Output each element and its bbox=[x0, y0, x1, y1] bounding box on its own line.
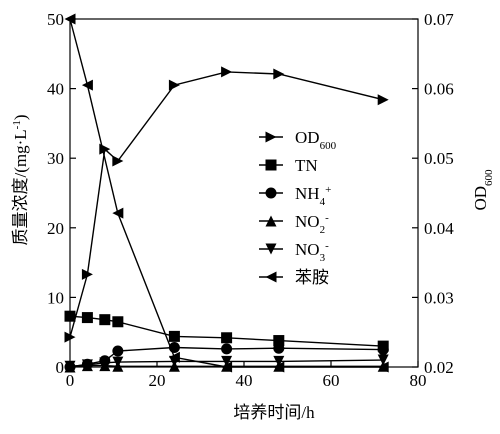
legend-label-superscript: + bbox=[325, 184, 331, 196]
legend-label: TN bbox=[295, 156, 318, 175]
legend-label-subscript: 2 bbox=[320, 224, 326, 236]
series-6-point bbox=[168, 351, 180, 363]
plot-border bbox=[69, 18, 419, 368]
series-1-point bbox=[273, 68, 285, 80]
right-axis-ticks: 0.02 0.03 0.04 0.05 0.06 0.07 bbox=[412, 10, 454, 377]
series-3-point bbox=[377, 344, 389, 356]
left-tick-label: 40 bbox=[47, 80, 64, 99]
series-1-point bbox=[64, 331, 76, 343]
series-2-point bbox=[81, 312, 93, 324]
series-6-point bbox=[81, 79, 93, 91]
series-1-point bbox=[81, 268, 93, 280]
legend-label-main: NO bbox=[295, 240, 320, 259]
series-6-point bbox=[112, 207, 124, 219]
series-6-point bbox=[64, 13, 76, 25]
series-5-point bbox=[377, 354, 389, 366]
right-axis-label: OD600 bbox=[471, 169, 495, 211]
legend-item: NO3- bbox=[259, 240, 329, 264]
legend-label-main: OD bbox=[295, 128, 320, 147]
series-6-point bbox=[377, 361, 389, 373]
left-tick-label: 20 bbox=[47, 219, 64, 238]
series-3-point bbox=[221, 343, 233, 355]
legend-label: NO3- bbox=[295, 240, 329, 264]
legend-label-main: NO bbox=[295, 212, 320, 231]
series-1-line bbox=[69, 71, 384, 338]
x-tick-label: 80 bbox=[410, 371, 427, 390]
series-2-point bbox=[273, 335, 285, 347]
x-axis-label: 培养时间/h bbox=[233, 403, 315, 422]
legend-marker bbox=[265, 187, 277, 199]
left-tick-label: 30 bbox=[47, 149, 64, 168]
x-tick-label: 0 bbox=[66, 371, 75, 390]
series-2-point bbox=[168, 330, 180, 342]
legend-item: TN bbox=[259, 156, 318, 175]
left-tick-label: 10 bbox=[47, 288, 64, 307]
x-tick-label: 20 bbox=[149, 371, 166, 390]
legend-label-subscript: 600 bbox=[320, 140, 337, 152]
right-tick-label: 0.07 bbox=[424, 10, 454, 29]
legend-marker bbox=[265, 159, 277, 171]
legend-label: OD600 bbox=[295, 128, 337, 152]
legend-marker bbox=[265, 243, 277, 255]
right-axis-label-subscript: 600 bbox=[483, 169, 495, 186]
series-1-point bbox=[221, 66, 233, 78]
left-tick-label: 50 bbox=[47, 10, 64, 29]
legend-label: 苯胺 bbox=[295, 268, 329, 287]
legend-marker bbox=[265, 131, 277, 143]
legend-item: OD600 bbox=[259, 128, 337, 152]
legend-label-subscript: 4 bbox=[320, 196, 326, 208]
legend-item: 苯胺 bbox=[259, 268, 329, 287]
right-tick-label: 0.04 bbox=[424, 219, 454, 238]
legend-label: NO2- bbox=[295, 212, 329, 236]
legend-label-superscript: - bbox=[325, 212, 329, 224]
series-2-point bbox=[99, 314, 111, 326]
legend-label: NH4+ bbox=[295, 184, 331, 208]
series-1-point bbox=[168, 79, 180, 91]
left-axis-label-close: ) bbox=[11, 115, 30, 121]
legend-label-subscript: 3 bbox=[320, 252, 326, 264]
series-5-point bbox=[81, 359, 93, 371]
legend-label-main: NH bbox=[295, 184, 320, 203]
legend-item: NH4+ bbox=[259, 184, 331, 208]
series-2-point bbox=[64, 310, 76, 322]
series-3-point bbox=[168, 342, 180, 354]
series-points bbox=[64, 13, 389, 373]
left-axis-label-exponent: -1 bbox=[11, 120, 23, 129]
left-axis-label-main: 质量浓度/(mg·L bbox=[11, 129, 30, 245]
series-3-point bbox=[112, 345, 124, 357]
left-axis-ticks: 0 10 20 30 40 50 bbox=[47, 10, 76, 377]
legend-item: NO2- bbox=[259, 212, 329, 236]
right-tick-label: 0.02 bbox=[424, 358, 454, 377]
series-5-point bbox=[273, 355, 285, 367]
series-6-point bbox=[221, 361, 233, 373]
series-5-point bbox=[64, 360, 76, 372]
series-1-point bbox=[99, 143, 111, 155]
right-tick-label: 0.06 bbox=[424, 80, 454, 99]
series-2-point bbox=[112, 316, 124, 328]
x-tick-label: 40 bbox=[236, 371, 253, 390]
series-3-point bbox=[273, 342, 285, 354]
series-5-point bbox=[112, 356, 124, 368]
legend-label-main: TN bbox=[295, 156, 318, 175]
right-tick-label: 0.05 bbox=[424, 149, 454, 168]
left-axis-label: 质量浓度/(mg·L-1) bbox=[11, 115, 30, 246]
plot-frame bbox=[69, 18, 419, 368]
series-1-point bbox=[112, 155, 124, 167]
series-6-point bbox=[273, 361, 285, 373]
x-tick-label: 60 bbox=[323, 371, 340, 390]
right-tick-label: 0.03 bbox=[424, 288, 454, 307]
series-5-point bbox=[99, 357, 111, 369]
right-axis-label-main: OD bbox=[471, 186, 490, 211]
legend-marker bbox=[265, 271, 277, 283]
legend-label-main: 苯胺 bbox=[295, 268, 329, 287]
series-1-point bbox=[377, 94, 389, 106]
series-5-point bbox=[221, 355, 233, 367]
left-tick-label: 0 bbox=[56, 358, 65, 377]
legend-marker bbox=[265, 215, 277, 227]
legend-label-superscript: - bbox=[325, 240, 329, 252]
series-2-point bbox=[221, 332, 233, 344]
